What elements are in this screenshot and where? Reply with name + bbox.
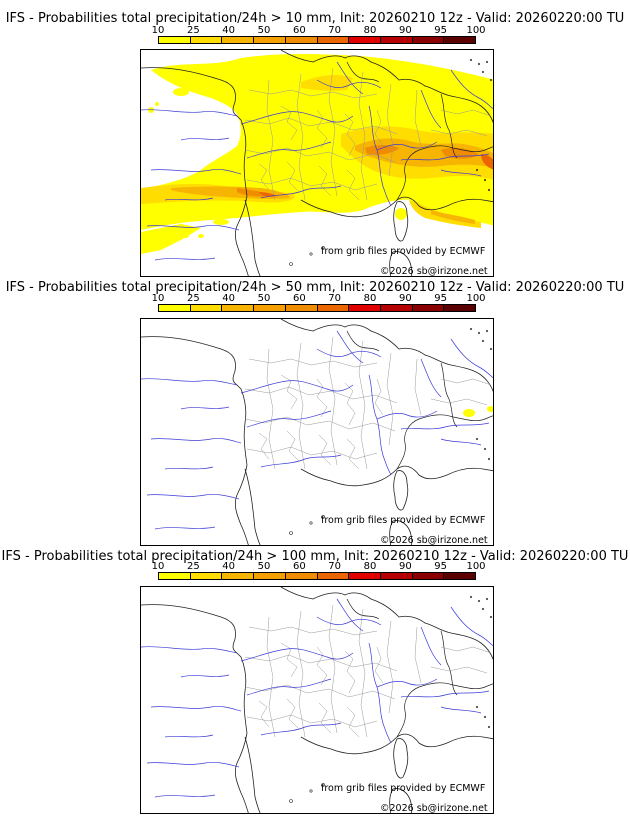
copyright-credit: ©2026 sb@irizone.net bbox=[380, 266, 488, 277]
colorbar-labels: 10 25 40 50 60 70 80 90 95 100 bbox=[152, 561, 486, 572]
colorbar-swatch bbox=[349, 37, 381, 43]
colorbar-tick-label: 100 bbox=[466, 561, 486, 572]
precipitation-map: from grib files provided by ECMWF ©2026 … bbox=[140, 318, 494, 546]
colorbar-swatch bbox=[317, 305, 350, 311]
colorbar-tick-label: 95 bbox=[434, 25, 448, 36]
precipitation-map: from grib files provided by ECMWF ©2026 … bbox=[140, 49, 494, 277]
colorbar-tick-label: 25 bbox=[186, 293, 200, 304]
map-title: IFS - Probabilities total precipitation/… bbox=[1, 549, 629, 564]
colorbar-swatch bbox=[222, 37, 255, 43]
copyright-credit: ©2026 sb@irizone.net bbox=[380, 535, 488, 546]
map-title: IFS - Probabilities total precipitation/… bbox=[5, 11, 625, 26]
colorbar-swatch bbox=[317, 37, 350, 43]
colorbar-tick-label: 90 bbox=[398, 25, 412, 36]
colorbar-swatch bbox=[254, 305, 286, 311]
map-canvas bbox=[141, 319, 493, 545]
map-canvas bbox=[141, 587, 493, 813]
colorbar bbox=[158, 304, 476, 312]
colorbar-swatch bbox=[159, 573, 191, 579]
colorbar-tick-label: 80 bbox=[363, 293, 377, 304]
map-title: IFS - Probabilities total precipitation/… bbox=[5, 280, 625, 295]
colorbar-swatch bbox=[349, 573, 381, 579]
colorbar-tick-label: 90 bbox=[398, 293, 412, 304]
colorbar-tick-label: 100 bbox=[466, 25, 486, 36]
colorbar-tick-label: 90 bbox=[398, 561, 412, 572]
colorbar-swatch bbox=[380, 305, 413, 311]
colorbar-swatch bbox=[222, 573, 255, 579]
probability-field bbox=[141, 54, 493, 254]
copyright-credit: ©2026 sb@irizone.net bbox=[380, 803, 488, 814]
colorbar-swatch bbox=[222, 305, 255, 311]
colorbar-tick-label: 95 bbox=[434, 293, 448, 304]
colorbar-tick-label: 70 bbox=[328, 25, 342, 36]
colorbar-tick-label: 40 bbox=[222, 293, 236, 304]
colorbar-swatch bbox=[380, 573, 413, 579]
colorbar-tick-label: 60 bbox=[292, 25, 306, 36]
colorbar-swatch bbox=[285, 573, 318, 579]
colorbar-tick-label: 80 bbox=[363, 25, 377, 36]
precipitation-map: from grib files provided by ECMWF ©2026 … bbox=[140, 586, 494, 814]
colorbar-labels: 10 25 40 50 60 70 80 90 95 100 bbox=[152, 293, 486, 304]
colorbar-tick-label: 80 bbox=[363, 561, 377, 572]
colorbar-tick-label: 25 bbox=[186, 25, 200, 36]
colorbar-swatch bbox=[285, 305, 318, 311]
colorbar-labels: 10 25 40 50 60 70 80 90 95 100 bbox=[152, 25, 486, 36]
colorbar-swatch bbox=[412, 37, 445, 43]
colorbar-tick-label: 10 bbox=[151, 25, 165, 36]
colorbar-swatch bbox=[190, 573, 223, 579]
colorbar-swatch bbox=[444, 573, 476, 579]
colorbar-swatch bbox=[349, 305, 381, 311]
data-source-credit: from grib files provided by ECMWF bbox=[321, 246, 486, 257]
colorbar-tick-label: 25 bbox=[186, 561, 200, 572]
data-source-credit: from grib files provided by ECMWF bbox=[321, 515, 486, 526]
colorbar-tick-label: 40 bbox=[222, 25, 236, 36]
colorbar-swatch bbox=[285, 37, 318, 43]
colorbar-tick-label: 10 bbox=[151, 293, 165, 304]
colorbar-tick-label: 100 bbox=[466, 293, 486, 304]
colorbar bbox=[158, 572, 476, 580]
colorbar-swatch bbox=[444, 37, 476, 43]
colorbar-tick-label: 60 bbox=[292, 293, 306, 304]
colorbar-tick-label: 10 bbox=[151, 561, 165, 572]
colorbar-swatch bbox=[254, 37, 286, 43]
colorbar-tick-label: 50 bbox=[257, 561, 271, 572]
colorbar-swatch bbox=[254, 573, 286, 579]
colorbar-tick-label: 50 bbox=[257, 25, 271, 36]
colorbar-tick-label: 95 bbox=[434, 561, 448, 572]
colorbar-swatch bbox=[159, 305, 191, 311]
colorbar-swatch bbox=[159, 37, 191, 43]
colorbar-swatch bbox=[412, 305, 445, 311]
colorbar-tick-label: 70 bbox=[328, 561, 342, 572]
map-canvas bbox=[141, 50, 493, 276]
colorbar-tick-label: 60 bbox=[292, 561, 306, 572]
colorbar-swatch bbox=[444, 305, 476, 311]
colorbar-swatch bbox=[380, 37, 413, 43]
colorbar-tick-label: 50 bbox=[257, 293, 271, 304]
colorbar bbox=[158, 36, 476, 44]
colorbar-tick-label: 70 bbox=[328, 293, 342, 304]
colorbar-swatch bbox=[190, 37, 223, 43]
data-source-credit: from grib files provided by ECMWF bbox=[321, 783, 486, 794]
colorbar-tick-label: 40 bbox=[222, 561, 236, 572]
probability-field bbox=[463, 406, 493, 417]
colorbar-swatch bbox=[412, 573, 445, 579]
colorbar-swatch bbox=[190, 305, 223, 311]
colorbar-swatch bbox=[317, 573, 350, 579]
